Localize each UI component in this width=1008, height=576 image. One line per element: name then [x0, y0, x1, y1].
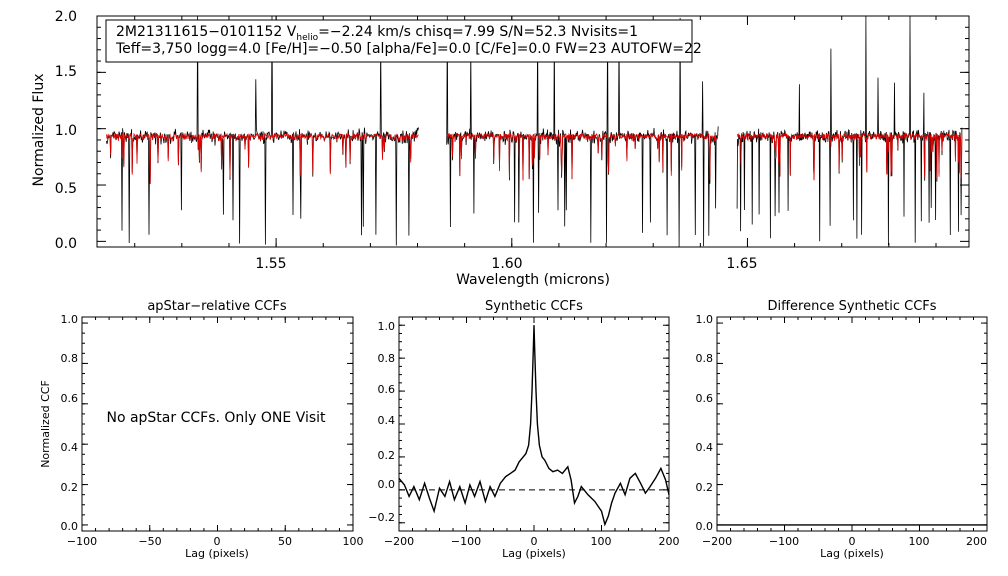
synthetic-ccf-ytick-label: 0.2 — [378, 449, 396, 462]
difference-ccf-xtick-label: −100 — [769, 535, 799, 548]
apstar-ccf-ytick-label: 0.6 — [61, 392, 79, 405]
synthetic-ccf-ytick-label: 1.0 — [378, 320, 396, 333]
difference-ccf-ytick-label: 0.2 — [696, 481, 714, 494]
spectrum-xtick-label: 1.60 — [491, 256, 522, 272]
apstar-ccf-ytick-label: 0.0 — [61, 520, 79, 533]
difference-ccf-x-axis-label: Lag (pixels) — [820, 547, 884, 560]
spectrum-xtick-label: 1.55 — [255, 256, 286, 272]
synthetic-ccf-tick-marks — [398, 317, 670, 531]
synthetic-ccf-data-layer — [398, 325, 670, 527]
annotation-star-velocity: 2M21311615−0101152 V — [116, 24, 297, 40]
spectrum-ytick-label: 1.0 — [55, 123, 77, 139]
synthetic-ccf-xtick-label: −200 — [384, 535, 414, 548]
apstar-ccf-title: apStar−relative CCFs — [147, 299, 287, 314]
model-spectrum-line — [446, 132, 719, 181]
ccf-line — [398, 325, 670, 527]
apstar-ccf-message: No apStar CCFs. Only ONE Visit — [106, 410, 326, 426]
annotation-line-2: Teff=3,750 logg=4.0 [Fe/H]=−0.50 [alpha/… — [115, 41, 702, 57]
apstar-ccf-tick-marks — [81, 317, 354, 531]
difference-ccf-ytick-label: 0.8 — [696, 352, 714, 365]
spectrum-ytick-label: 1.5 — [55, 64, 77, 80]
difference-ccf-ytick-label: 1.0 — [696, 313, 714, 326]
synthetic-ccf-panel: Synthetic CCFs −200 −100 0 100 200 −0.2 … — [368, 299, 679, 560]
annotation-stats: =−2.24 km/s chisq=7.99 S/N=52.3 Nvisits=… — [318, 24, 638, 40]
spectrum-panel: 1.55 1.60 1.65 0.0 0.5 1.0 1.5 2.0 Wavel… — [31, 9, 970, 288]
difference-ccf-xtick-label: 0 — [849, 535, 856, 548]
apstar-ccf-xtick-label: −50 — [138, 535, 161, 548]
apstar-ccf-xtick-label: 100 — [343, 535, 364, 548]
apstar-ccf-xtick-label: 0 — [214, 535, 221, 548]
model-spectrum-line — [737, 132, 963, 180]
difference-ccf-xtick-label: −200 — [702, 535, 732, 548]
apstar-ccf-xtick-label: 50 — [278, 535, 292, 548]
apstar-ccf-y-axis-label: Normalized CCF — [39, 380, 52, 468]
model-spectrum-line — [106, 132, 419, 185]
difference-ccf-xtick-label: 100 — [909, 535, 930, 548]
synthetic-ccf-ytick-label: 0.0 — [378, 478, 396, 491]
apstar-ccf-ytick-label: 1.0 — [61, 313, 79, 326]
difference-ccf-ytick-label: 0.6 — [696, 392, 714, 405]
synthetic-ccf-title: Synthetic CCFs — [485, 299, 583, 314]
spectrum-y-axis-label: Normalized Flux — [31, 74, 47, 187]
synthetic-ccf-ytick-label: −0.2 — [368, 511, 395, 524]
synthetic-ccf-x-axis-label: Lag (pixels) — [502, 547, 566, 560]
synthetic-ccf-xtick-label: 0 — [531, 535, 538, 548]
spectrum-ytick-label: 2.0 — [55, 9, 77, 25]
apstar-ccf-panel: apStar−relative CCFs No apStar CCFs. Onl… — [39, 299, 364, 560]
difference-ccf-xtick-label: 200 — [966, 535, 987, 548]
spectrum-ytick-label: 0.0 — [55, 236, 77, 252]
synthetic-ccf-ytick-label: 0.6 — [378, 383, 396, 396]
difference-ccf-ytick-label: 0.0 — [696, 520, 714, 533]
synthetic-ccf-ytick-label: 0.4 — [378, 414, 396, 427]
annotation-subscript: helio — [296, 33, 318, 43]
apstar-ccf-ytick-label: 0.8 — [61, 352, 79, 365]
difference-ccf-title: Difference Synthetic CCFs — [767, 299, 936, 314]
spectrum-xtick-label: 1.65 — [726, 256, 757, 272]
synthetic-ccf-xtick-label: 200 — [659, 535, 680, 548]
difference-ccf-ytick-label: 0.4 — [696, 441, 714, 454]
observed-spectrum-line — [736, 15, 963, 246]
apstar-ccf-xtick-label: −100 — [67, 535, 97, 548]
synthetic-ccf-ytick-label: 0.8 — [378, 352, 396, 365]
spectrum-x-axis-label: Wavelength (microns) — [456, 272, 610, 288]
spectrum-annotation-box — [105, 19, 693, 63]
apstar-ccf-x-axis-label: Lag (pixels) — [185, 547, 249, 560]
difference-ccf-panel: Difference Synthetic CCFs −200 −100 0 10… — [696, 299, 988, 560]
spectrum-plot-frame — [96, 15, 970, 248]
spectrum-ytick-label: 0.5 — [55, 181, 77, 197]
observed-spectrum-line — [446, 15, 719, 247]
apstar-ccf-ytick-label: 0.2 — [61, 481, 79, 494]
difference-ccf-tick-marks — [716, 317, 988, 531]
apstar-ccf-ytick-label: 0.4 — [61, 441, 79, 454]
synthetic-ccf-xtick-label: 100 — [591, 535, 612, 548]
difference-ccf-plot-frame — [716, 316, 988, 532]
synthetic-ccf-xtick-label: −100 — [451, 535, 481, 548]
annotation-line-1: 2M21311615−0101152 Vhelio=−2.24 km/s chi… — [116, 24, 638, 43]
spectrum-data-layer — [106, 15, 963, 247]
